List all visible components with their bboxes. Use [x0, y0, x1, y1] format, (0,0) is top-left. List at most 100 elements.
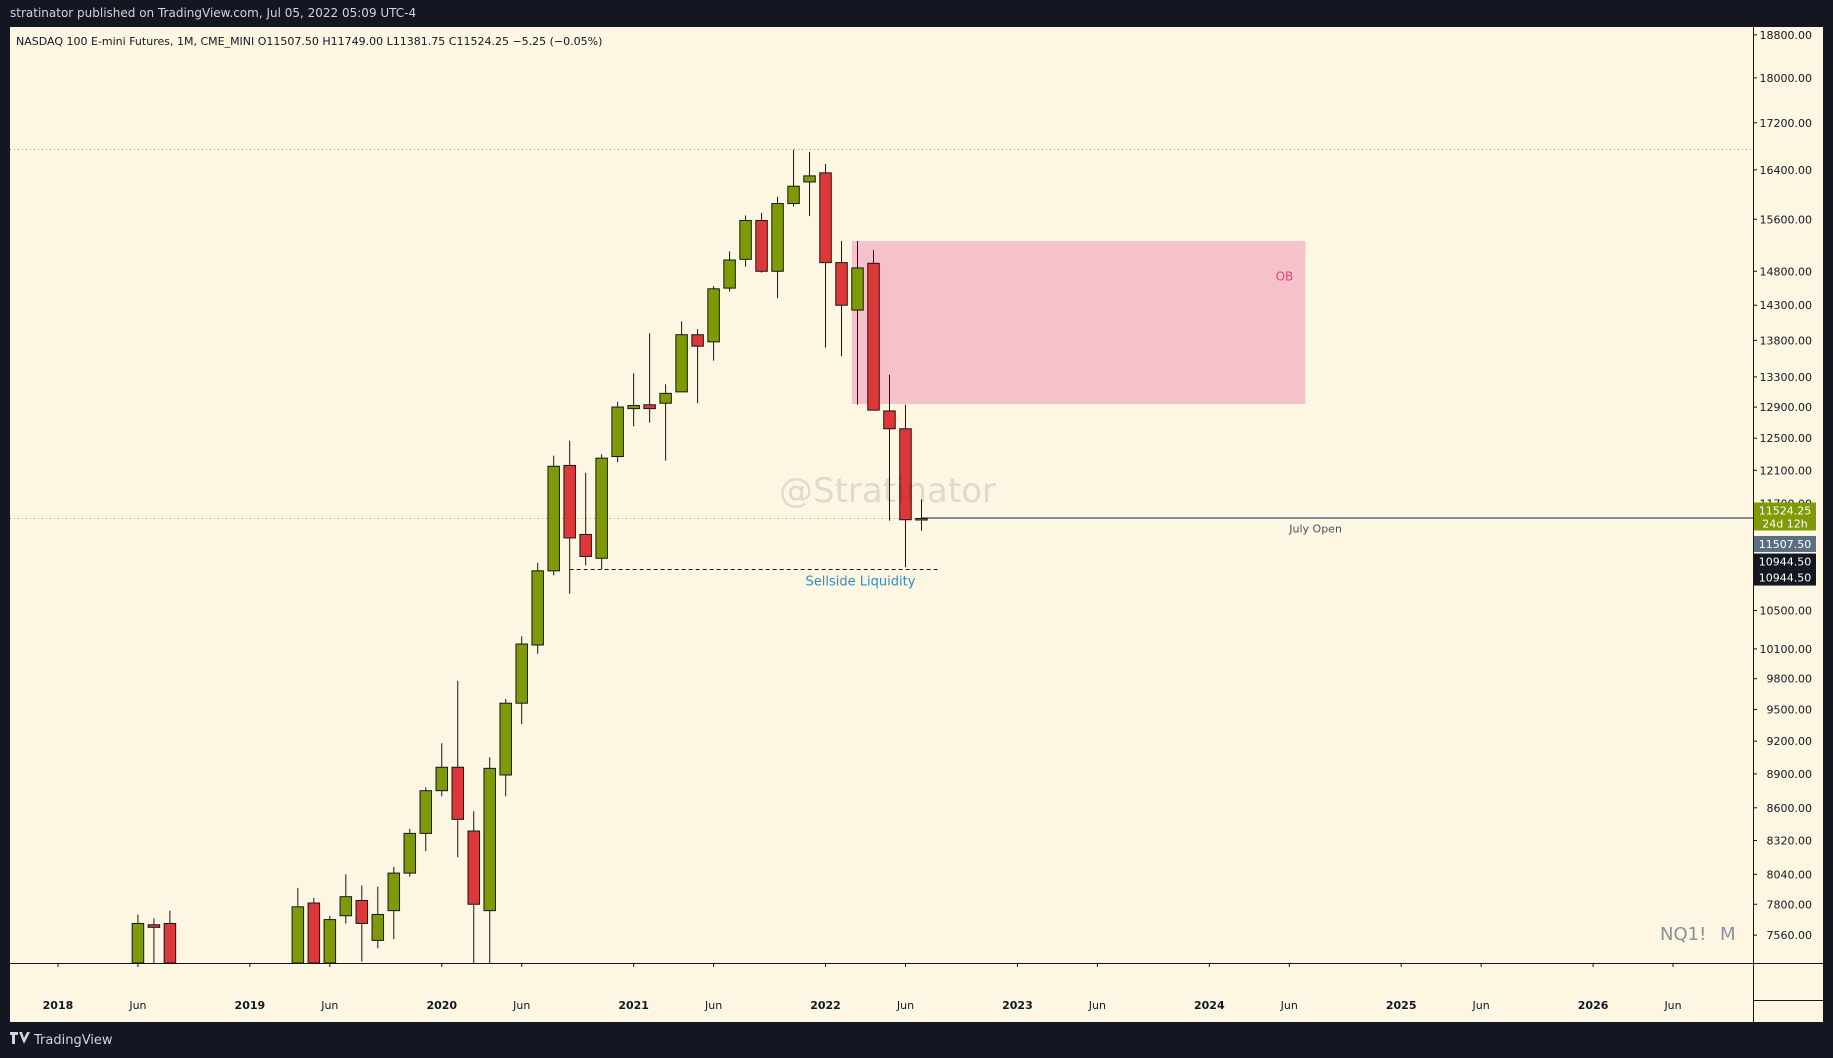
candle	[723, 251, 736, 292]
candle-body	[611, 406, 624, 458]
price-tag-liq1: 10944.50	[1754, 553, 1816, 570]
candle	[355, 885, 369, 962]
candle-body	[723, 259, 736, 289]
candle	[435, 743, 449, 797]
candle	[627, 373, 640, 427]
candle-body	[675, 334, 688, 393]
candle	[867, 250, 880, 411]
candle	[515, 636, 528, 725]
candle	[739, 215, 752, 267]
x-tick-label: Jun	[896, 999, 914, 1012]
candle-body	[403, 832, 417, 874]
candle-body	[323, 919, 337, 964]
price-tag-liq2: 10944.50	[1754, 569, 1816, 586]
candle-body	[131, 922, 145, 964]
candle-body	[771, 203, 784, 272]
x-tick-label: Jun	[1088, 999, 1106, 1012]
x-tick-label: Jun	[320, 999, 338, 1012]
candle	[899, 404, 912, 568]
candle	[659, 384, 672, 461]
candle-body	[467, 830, 480, 905]
candle-body	[883, 410, 896, 430]
y-tick-label: 9800.00	[1767, 673, 1813, 686]
candle	[755, 212, 768, 273]
ob-zone	[851, 241, 1306, 405]
candle	[611, 401, 624, 463]
tradingview-logo-icon	[10, 1032, 30, 1048]
symbol-label: NQ1!	[1660, 924, 1706, 945]
x-tick-label: Jun	[1472, 999, 1490, 1012]
y-tick-label: 12900.00	[1760, 401, 1813, 414]
publisher-header: stratinator published on TradingView.com…	[10, 6, 417, 20]
candle-body	[515, 643, 528, 704]
candle	[419, 787, 433, 852]
candle	[307, 897, 321, 964]
chart[interactable]: OB July Open Sellside Liquidity NASDAQ 10…	[0, 0, 1833, 1032]
candle	[851, 241, 864, 405]
candle	[643, 333, 656, 423]
candle-body	[419, 790, 433, 834]
candle-body	[659, 392, 672, 404]
candle-body	[163, 922, 177, 964]
candle-body	[579, 533, 592, 557]
candle	[691, 329, 704, 404]
y-tick-label: 18000.00	[1760, 72, 1813, 85]
x-tick-label: Jun	[1280, 999, 1298, 1012]
x-tick-label: 2019	[235, 999, 266, 1012]
candle-body	[643, 404, 656, 410]
ob-label: OB	[1276, 270, 1294, 284]
y-tick-label: 17200.00	[1760, 117, 1813, 130]
candle	[387, 866, 401, 940]
candle-body	[339, 896, 353, 917]
candle-body	[483, 767, 496, 912]
y-tick-label: 8900.00	[1767, 768, 1813, 781]
candle	[771, 196, 784, 299]
candle	[483, 757, 496, 963]
candle	[563, 440, 576, 594]
candle-body	[307, 902, 321, 964]
candle	[291, 887, 305, 964]
candle	[707, 286, 720, 361]
candle	[547, 455, 560, 576]
candle-body	[595, 457, 608, 559]
candle-body	[531, 570, 544, 646]
price-tag-value: 10944.50	[1759, 556, 1812, 569]
x-tick-label: 2022	[810, 999, 841, 1012]
price-tag-value: 10944.50	[1759, 572, 1812, 585]
tradingview-brand[interactable]: TradingView	[10, 1032, 113, 1048]
y-tick-label: 8040.00	[1767, 868, 1813, 881]
candle	[451, 680, 464, 858]
candle	[595, 454, 608, 570]
candle-body	[835, 262, 848, 306]
x-tick-label: 2026	[1578, 999, 1609, 1012]
candle-body	[803, 175, 816, 183]
price-tag-bg	[1754, 569, 1816, 586]
candle	[787, 149, 800, 207]
candle-body	[547, 465, 560, 572]
candle-body	[291, 906, 305, 964]
x-tick-label: Jun	[512, 999, 530, 1012]
y-tick-label: 15600.00	[1760, 213, 1813, 226]
candle	[499, 699, 512, 797]
plot-area	[10, 27, 1753, 963]
x-tick-label: Jun	[704, 999, 722, 1012]
candle-body	[627, 405, 640, 410]
watermark: @Stratinator	[779, 471, 996, 511]
candle-body	[691, 334, 704, 347]
y-tick-label: 18800.00	[1760, 29, 1813, 42]
candle	[339, 874, 353, 924]
y-tick-label: 13800.00	[1760, 334, 1813, 347]
candle-body	[787, 185, 800, 205]
price-tag-value: 11507.50	[1759, 538, 1812, 551]
candle	[915, 499, 928, 531]
x-tick-label: Jun	[1663, 999, 1681, 1012]
price-tag-bg	[1754, 553, 1816, 570]
candle-body	[707, 288, 720, 343]
x-tick-label: 2021	[618, 999, 649, 1012]
y-tick-label: 10100.00	[1760, 643, 1813, 656]
candle-body	[899, 428, 912, 521]
candle-body	[851, 267, 864, 311]
y-tick-label: 13300.00	[1760, 371, 1813, 384]
y-tick-label: 7800.00	[1767, 898, 1813, 911]
